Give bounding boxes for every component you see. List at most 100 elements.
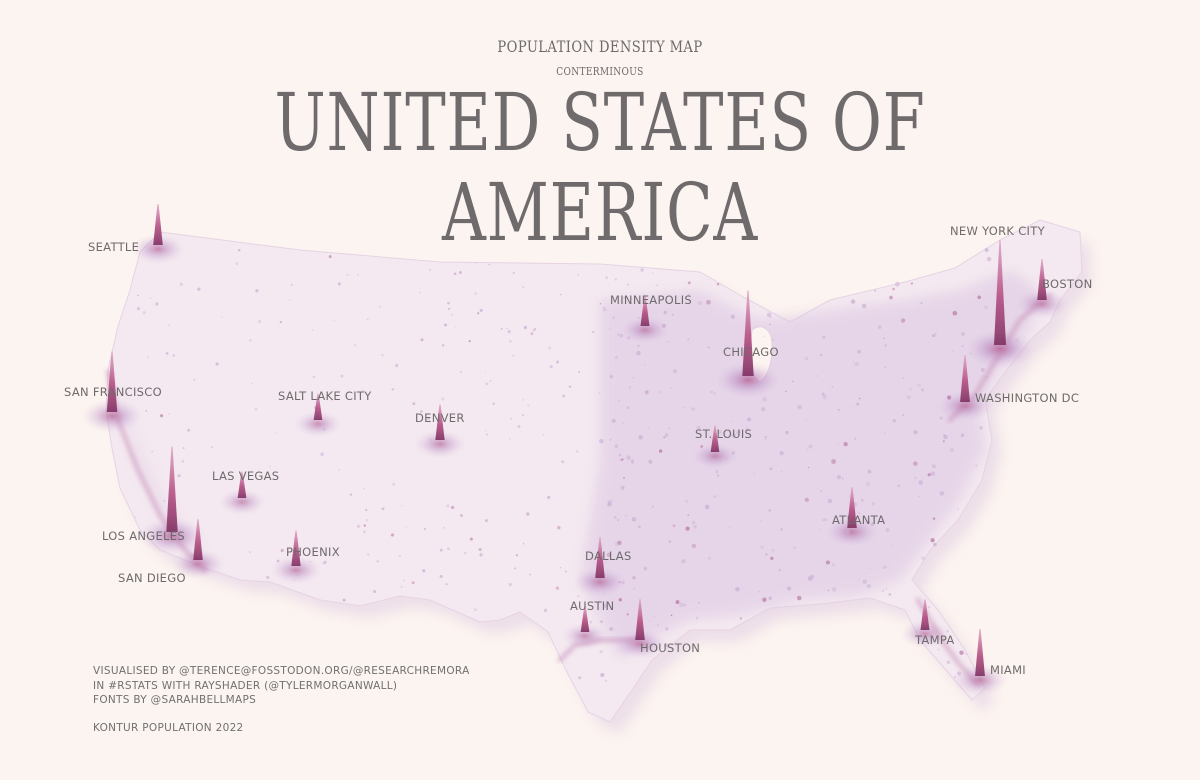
density-speck — [445, 583, 448, 586]
density-speck — [984, 248, 989, 252]
density-speck — [827, 498, 833, 504]
density-speck — [913, 430, 918, 435]
density-speck — [618, 453, 622, 457]
density-speck — [366, 318, 369, 321]
density-speck — [675, 600, 680, 605]
density-speck — [257, 319, 262, 324]
density-speck — [779, 451, 784, 456]
density-speck — [764, 435, 767, 439]
density-speck — [609, 499, 613, 503]
density-speck — [808, 444, 813, 449]
city-spike-new-york-city — [994, 240, 1006, 345]
density-speck — [947, 395, 952, 400]
density-speck — [804, 497, 809, 502]
density-speck — [522, 543, 525, 545]
density-speck — [713, 495, 717, 499]
density-speck — [420, 338, 424, 342]
city-label-tampa: TAMPA — [914, 633, 955, 647]
density-speck — [255, 289, 259, 293]
density-speck — [656, 624, 659, 627]
density-speck — [717, 474, 720, 477]
density-speck — [526, 512, 530, 516]
density-speck — [340, 374, 344, 378]
density-speck — [883, 337, 885, 340]
density-speck — [822, 335, 826, 339]
density-speck — [952, 350, 955, 353]
city-spike-los-angeles — [166, 446, 178, 532]
density-speck — [831, 385, 834, 388]
density-speck — [477, 312, 480, 315]
density-speck — [600, 672, 605, 678]
density-speck — [549, 365, 553, 369]
density-speck — [658, 390, 661, 394]
density-speck — [906, 395, 911, 400]
city-glow-salt-lake-city — [294, 410, 342, 438]
density-speck — [913, 461, 918, 466]
density-speck — [604, 679, 607, 682]
density-speck — [311, 329, 314, 331]
density-speck — [884, 366, 887, 369]
density-speck — [328, 255, 332, 259]
density-speck — [765, 552, 768, 556]
density-speck — [555, 586, 560, 590]
density-speck — [930, 471, 936, 476]
density-speck — [134, 516, 137, 519]
density-speck — [691, 543, 697, 549]
density-speck — [446, 504, 450, 508]
city-glow-phoenix — [269, 555, 323, 585]
density-speck — [599, 649, 603, 654]
density-speck — [523, 325, 528, 330]
credit-rayshader: IN #RSTATS WITH RAYSHADER (@TYLERMORGANW… — [93, 679, 398, 692]
density-speck — [147, 356, 150, 359]
density-speck — [908, 387, 912, 391]
density-speck — [177, 474, 181, 478]
density-speck — [837, 442, 839, 444]
density-speck — [165, 352, 169, 355]
density-speck — [954, 676, 956, 678]
density-speck — [841, 477, 844, 480]
density-speck — [447, 547, 450, 550]
credit-fonts: FONTS BY @SARAHBELLMAPS — [93, 694, 257, 706]
density-speck — [422, 569, 426, 573]
density-speck — [357, 274, 359, 276]
density-speck — [921, 556, 926, 561]
city-label-miami: MIAMI — [990, 663, 1026, 677]
density-speck — [648, 427, 650, 429]
density-speck — [670, 387, 672, 390]
density-speck — [427, 416, 430, 420]
density-speck — [248, 551, 251, 554]
density-speck — [151, 450, 153, 453]
density-speck — [606, 552, 612, 558]
density-speck — [932, 636, 935, 639]
density-speck — [619, 333, 624, 338]
density-speck — [331, 399, 334, 401]
density-speck — [607, 500, 610, 504]
density-speck — [405, 526, 407, 528]
density-speck — [820, 489, 823, 493]
density-speck — [266, 575, 270, 580]
density-speck — [603, 604, 607, 608]
density-speck — [760, 545, 764, 549]
density-speck — [921, 388, 924, 392]
city-spike-boston — [1037, 259, 1047, 300]
density-speck — [883, 432, 886, 435]
density-speck — [276, 559, 280, 563]
density-speck — [785, 390, 787, 393]
density-speck — [806, 448, 809, 450]
density-speck — [602, 307, 607, 312]
city-spike-san-diego — [193, 519, 203, 560]
density-speck — [515, 554, 518, 557]
density-speck — [578, 371, 581, 373]
density-speck — [342, 598, 346, 602]
density-speck — [917, 383, 922, 387]
density-speck — [137, 294, 139, 297]
density-speck — [428, 420, 431, 423]
density-speck — [626, 613, 629, 616]
density-speck — [632, 376, 635, 379]
density-speck — [665, 627, 669, 631]
density-speck — [870, 522, 875, 526]
density-speck — [932, 333, 936, 338]
city-label-denver: DENVER — [415, 411, 465, 425]
city-spike-las-vegas — [237, 471, 247, 498]
density-speck — [892, 287, 895, 291]
